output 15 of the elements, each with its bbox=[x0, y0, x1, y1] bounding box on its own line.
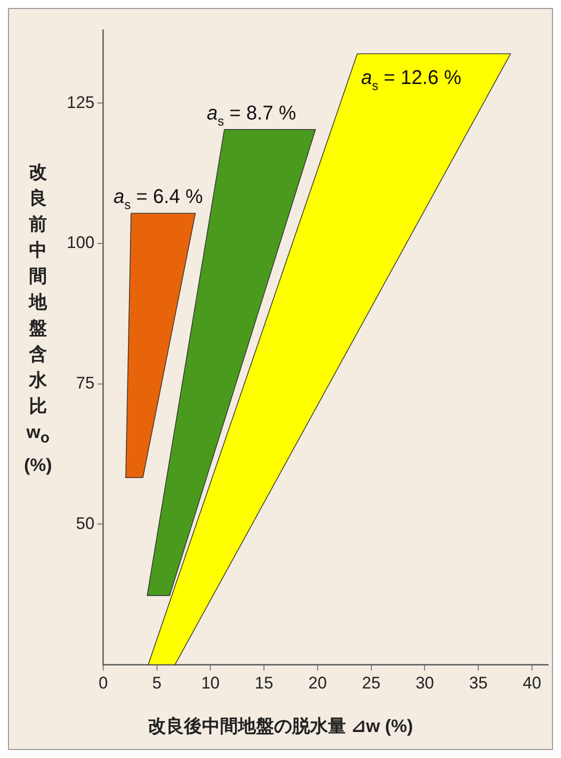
y-tick-label: 125 bbox=[66, 92, 94, 112]
y-tick-label: 75 bbox=[76, 373, 94, 393]
y-tick-label: 50 bbox=[76, 514, 94, 533]
x-axis-title: 改良後中間地盤の脱水量 ⊿w (%) bbox=[146, 715, 414, 738]
y-tick-label: 100 bbox=[66, 233, 94, 252]
x-tick-label: 40 bbox=[522, 673, 542, 693]
x-tick-label: 30 bbox=[416, 673, 434, 693]
text: 改良前中間地盤含水比 w$_{o}$ (%) bbox=[24, 162, 52, 475]
x-tick-label: 5 bbox=[152, 673, 162, 693]
x-tick-label: 15 bbox=[254, 673, 274, 693]
x-tick-label: 0 bbox=[98, 673, 108, 693]
x-tick-label: 20 bbox=[308, 673, 327, 693]
x-tick-label: 10 bbox=[201, 673, 220, 693]
x-tick-label: 25 bbox=[362, 673, 380, 693]
x-tick-label: 35 bbox=[469, 673, 488, 693]
